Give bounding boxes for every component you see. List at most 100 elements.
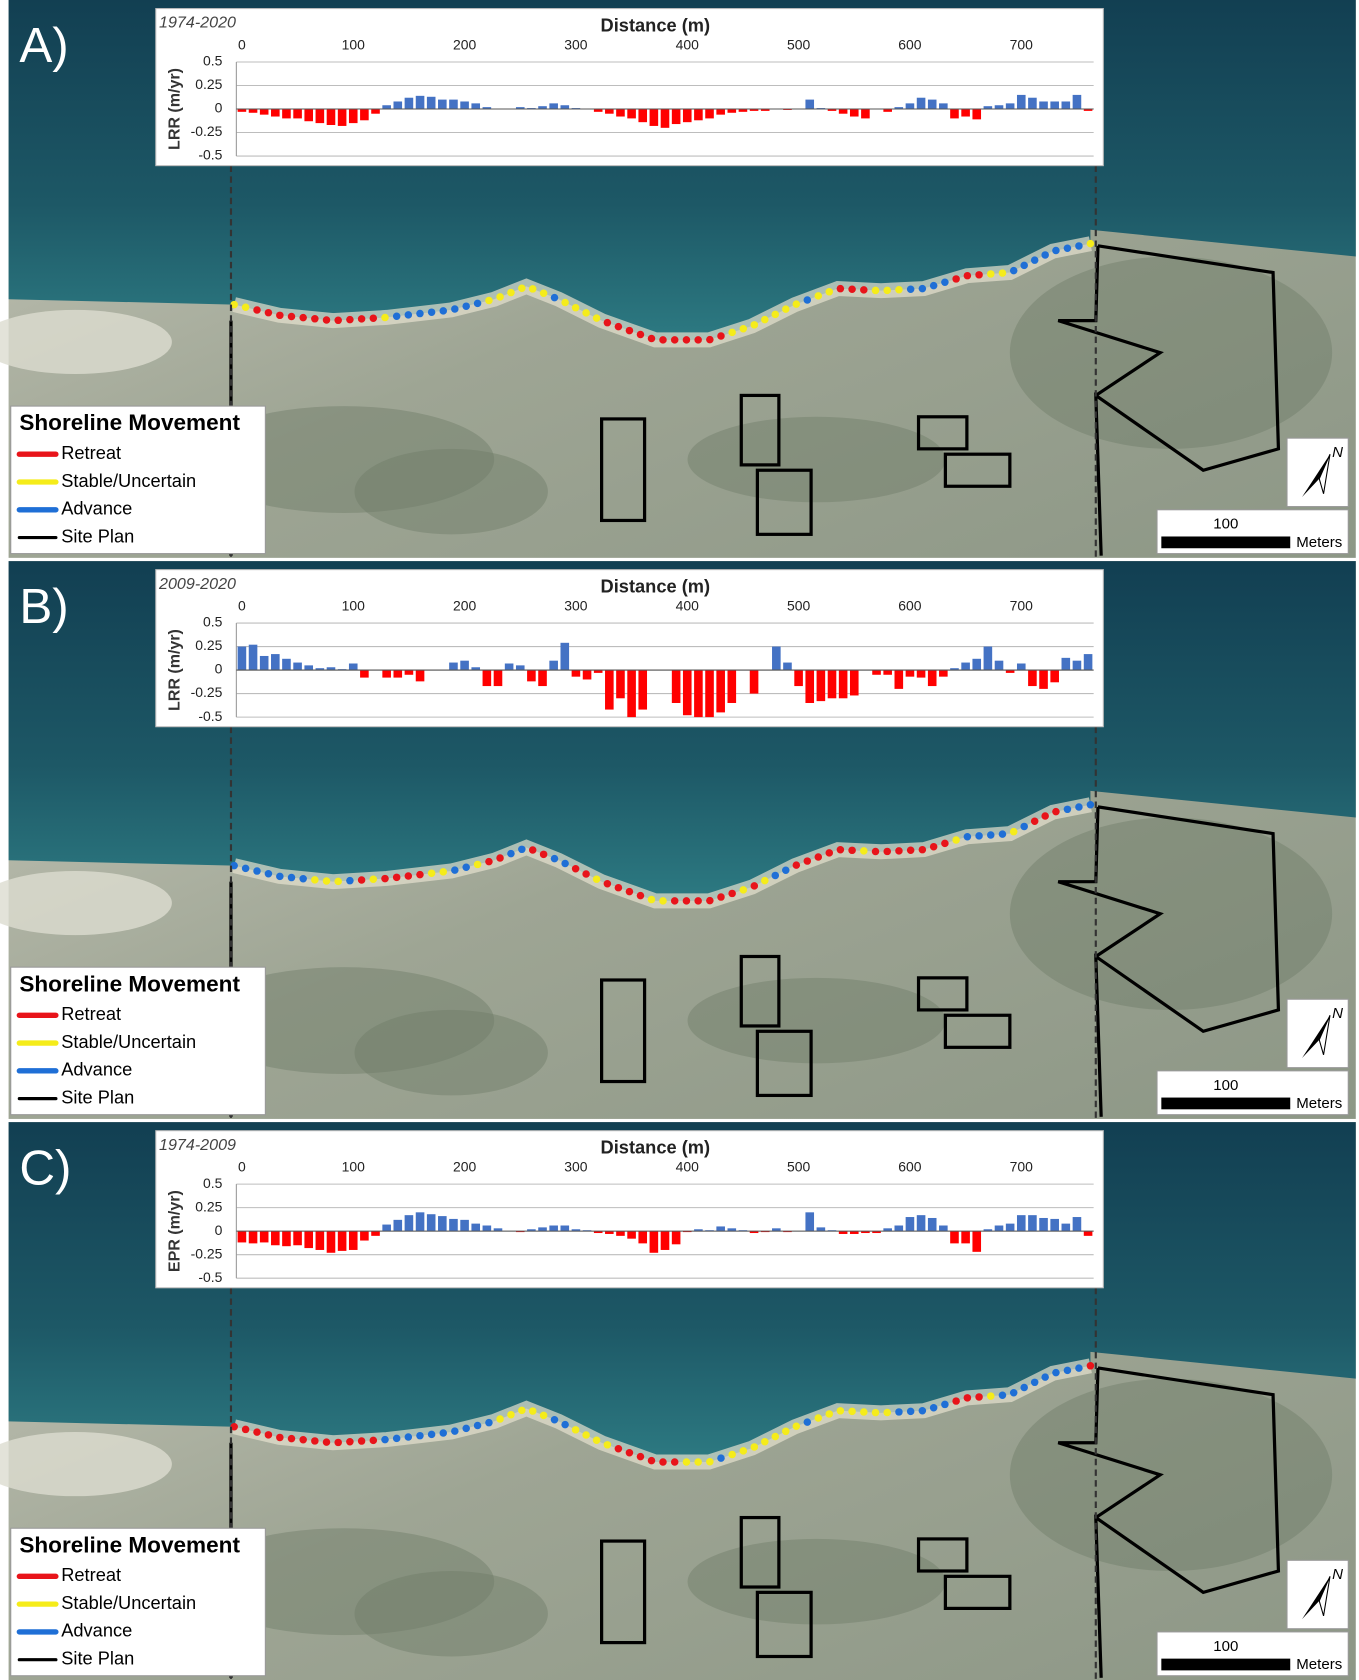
legend-label: Retreat (61, 1004, 121, 1024)
transect-marker (276, 1434, 284, 1441)
bar (794, 670, 803, 686)
x-tick-label: 100 (342, 598, 366, 614)
x-tick-label: 500 (787, 37, 811, 53)
bar (616, 109, 625, 117)
transect-marker (572, 865, 580, 872)
transect-marker (1075, 1364, 1083, 1371)
bar (605, 670, 614, 709)
bar (716, 109, 725, 115)
transect-marker (474, 861, 482, 868)
transect-marker (416, 1432, 424, 1439)
bar (371, 1231, 380, 1236)
bar (1084, 654, 1093, 670)
transect-marker (572, 1426, 580, 1433)
panel-label: A) (19, 18, 68, 73)
y-tick-label: -0.5 (198, 147, 222, 163)
transect-marker (561, 299, 569, 306)
transect-marker (1031, 256, 1039, 263)
bar (416, 96, 425, 109)
transect-marker (253, 1428, 261, 1435)
x-tick-label: 200 (453, 37, 477, 53)
transect-marker (895, 286, 903, 293)
transect-marker (941, 279, 949, 286)
transect-marker (393, 313, 401, 320)
chart-subtitle: 1974-2020 (159, 14, 236, 32)
transect-marker (1020, 823, 1028, 830)
transect-marker (381, 314, 389, 321)
transect-marker (793, 861, 801, 868)
bar (293, 109, 302, 118)
bar (538, 1227, 547, 1231)
transect-marker (883, 1409, 891, 1416)
transect-marker (751, 882, 759, 889)
transect-marker (740, 325, 748, 332)
transect-marker (999, 830, 1007, 837)
bar (861, 109, 870, 118)
transect-marker (1087, 801, 1095, 808)
transect-marker (507, 850, 515, 857)
bar (917, 98, 926, 109)
transect-marker (706, 336, 714, 343)
x-tick-label: 600 (898, 1159, 922, 1175)
scale-bar (1161, 1098, 1290, 1110)
transect-marker (648, 335, 656, 342)
bar (449, 663, 458, 671)
bar (828, 670, 837, 698)
vegetation (688, 978, 946, 1063)
y-tick-label: 0.5 (203, 1175, 223, 1191)
bar (883, 670, 892, 675)
transect-marker (837, 1407, 845, 1414)
transect-marker (540, 851, 548, 858)
bar (405, 98, 414, 109)
transect-marker (815, 853, 823, 860)
bar (327, 109, 336, 125)
bar (650, 1231, 659, 1253)
transect-marker (728, 329, 736, 336)
transect-marker (323, 877, 331, 884)
transect-marker (253, 867, 261, 874)
bar (672, 670, 681, 703)
panel-label: B) (19, 579, 68, 634)
bar (995, 105, 1004, 109)
transect-marker (637, 1453, 645, 1460)
transect-marker (381, 875, 389, 882)
transect-marker (253, 306, 261, 313)
y-tick-label: 0.5 (203, 614, 223, 630)
legend-label: Stable/Uncertain (61, 471, 196, 491)
transect-marker (265, 309, 273, 316)
transect-marker (1020, 1384, 1028, 1391)
bar (527, 670, 536, 681)
bar (939, 1226, 948, 1232)
bar (850, 670, 859, 695)
transect-marker (428, 308, 436, 315)
bar (661, 109, 670, 128)
transect-marker (485, 1419, 493, 1426)
transect-marker (288, 1435, 296, 1442)
transect-marker (883, 848, 891, 855)
transect-marker (561, 860, 569, 867)
bar (1017, 1215, 1026, 1231)
transect-marker (529, 846, 537, 853)
transect-marker (1064, 1367, 1072, 1374)
x-tick-label: 300 (564, 598, 588, 614)
transect-marker (334, 317, 342, 324)
transect-marker (507, 1411, 515, 1418)
bar (471, 103, 480, 109)
transect-marker (299, 314, 307, 321)
bar (839, 670, 848, 698)
bar (260, 1231, 269, 1242)
chart-subtitle: 2009-2020 (158, 575, 236, 593)
bar (917, 1215, 926, 1231)
bar (995, 661, 1004, 670)
x-tick-label: 400 (676, 37, 700, 53)
bar (327, 1231, 336, 1253)
transect-marker (428, 870, 436, 877)
transect-marker (334, 878, 342, 885)
bar (505, 663, 514, 670)
panel-label: C) (19, 1140, 71, 1195)
x-tick-label: 600 (898, 598, 922, 614)
transect-marker (987, 1392, 995, 1399)
transect-marker (648, 1457, 656, 1464)
bar (349, 109, 358, 123)
